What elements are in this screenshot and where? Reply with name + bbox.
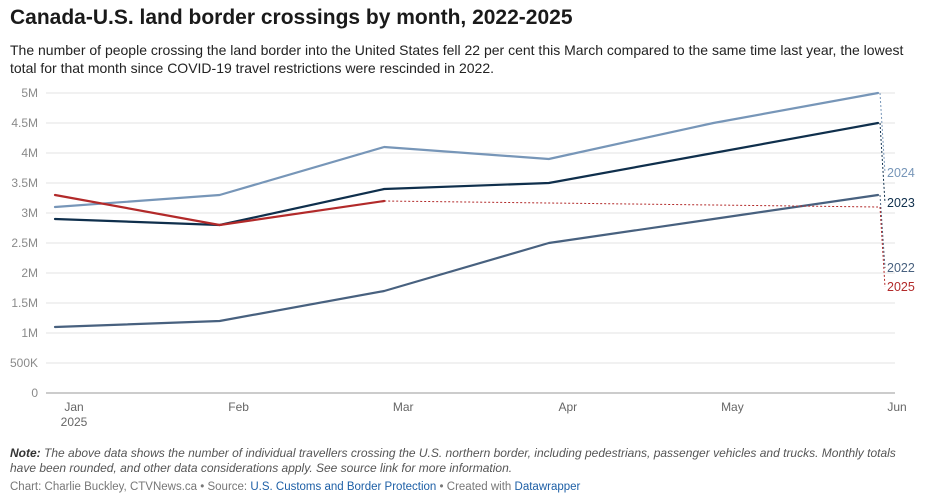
y-tick-label: 4.5M	[11, 116, 38, 130]
series-line-2023	[53, 121, 880, 227]
source-link[interactable]: U.S. Customs and Border Protection	[250, 481, 437, 493]
x-tick-label: Jun	[887, 400, 906, 414]
y-tick-label: 1.5M	[11, 296, 38, 310]
notes-label: Note:	[10, 446, 41, 460]
chart-credit: Chart: Charlie Buckley, CTVNews.ca	[10, 481, 198, 493]
series-line-2025	[53, 193, 386, 227]
x-tick-label: Mar	[393, 400, 414, 414]
series-label-leader	[879, 92, 886, 174]
series-label-2024: 2024	[887, 166, 915, 180]
series-label-2025: 2025	[887, 280, 915, 294]
line-chart: 0500K1M1.5M2M2.5M3M3.5M4M4.5M5MJan2025Fe…	[10, 86, 915, 429]
series-label-leader	[879, 194, 886, 269]
source-label: Source:	[207, 481, 248, 493]
chart-notes: Note: The above data shows the number of…	[10, 446, 915, 476]
y-tick-label: 3M	[21, 206, 38, 220]
chart-title: Canada-U.S. land border crossings by mon…	[10, 6, 573, 29]
x-tick-label: Jan	[64, 400, 83, 414]
series-label-leader	[879, 206, 886, 288]
created-with-label: Created with	[446, 481, 512, 493]
y-tick-label: 3.5M	[11, 176, 38, 190]
series-layer	[53, 91, 880, 329]
series-line-2024	[53, 91, 880, 209]
y-tick-label: 4M	[21, 146, 38, 160]
series-label-leader	[879, 122, 886, 204]
y-tick-label: 0	[31, 386, 38, 400]
footer-separator: •	[439, 481, 444, 493]
x-tick-label: Apr	[558, 400, 577, 414]
series-label-2023: 2023	[887, 196, 915, 210]
footer-separator: •	[200, 481, 205, 493]
series-label-layer: 2022 2023 2024 2025	[879, 92, 915, 294]
y-tick-label: 2M	[21, 266, 38, 280]
y-tick-label: 1M	[21, 326, 38, 340]
chart-footer: Chart: Charlie Buckley, CTVNews.ca • Sou…	[10, 481, 580, 493]
series-line-2022	[53, 193, 880, 329]
y-tick-label: 500K	[10, 356, 38, 370]
x-tick-sublabel: 2025	[61, 415, 88, 429]
y-tick-label: 5M	[21, 86, 38, 100]
chart-subtitle: The number of people crossing the land b…	[10, 42, 904, 76]
notes-text: The above data shows the number of indiv…	[10, 446, 896, 475]
series-label-2022: 2022	[887, 261, 915, 275]
y-tick-label: 2.5M	[11, 236, 38, 250]
datawrapper-link[interactable]: Datawrapper	[514, 481, 581, 493]
x-tick-label: Feb	[228, 400, 249, 414]
x-tick-label: May	[721, 400, 744, 414]
